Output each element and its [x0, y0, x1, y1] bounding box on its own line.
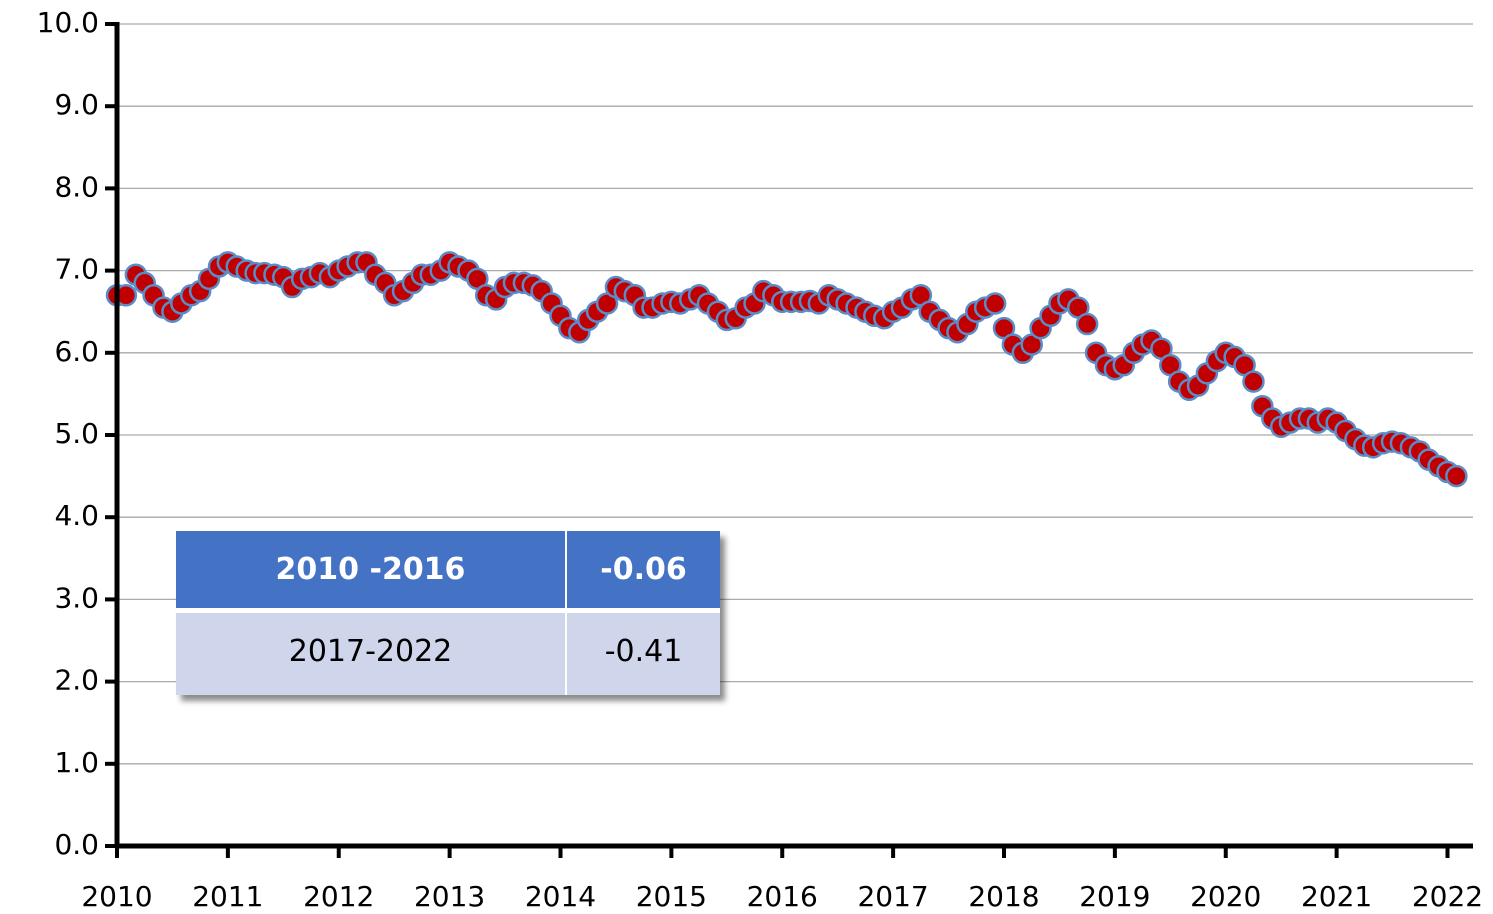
y-tick-label: 6.0	[54, 335, 99, 368]
x-tick-label: 2022	[1412, 880, 1483, 913]
data-point	[983, 292, 1007, 315]
table-cell	[567, 613, 720, 695]
table-text: -0.06	[600, 552, 686, 587]
x-tick-label: 2011	[192, 880, 263, 913]
y-tick-label: 10.0	[37, 6, 99, 39]
x-tick-label: 2018	[968, 880, 1039, 913]
data-point	[1242, 370, 1265, 393]
x-tick-label: 2014	[525, 880, 596, 913]
table-cell	[176, 613, 565, 695]
y-tick-label: 3.0	[54, 581, 99, 614]
data-point	[1445, 464, 1468, 488]
table-text: -0.41	[605, 634, 683, 669]
x-tick-label: 2017	[857, 880, 928, 913]
y-tick-label: 2.0	[54, 664, 99, 697]
table-text: 2017-2022	[289, 634, 453, 669]
y-tick-label: 5.0	[54, 417, 99, 450]
x-tick-label: 2012	[303, 880, 374, 913]
x-tick-label: 2010	[81, 880, 152, 913]
y-tick-label: 7.0	[54, 253, 99, 286]
x-tick-label: 2019	[1079, 880, 1150, 913]
y-tick-label: 9.0	[54, 88, 99, 121]
x-tick-label: 2013	[414, 880, 485, 913]
table-cell	[176, 531, 565, 608]
y-tick-label: 0.0	[54, 828, 99, 861]
y-tick-label: 1.0	[54, 746, 99, 779]
x-tick-label: 2020	[1190, 880, 1261, 913]
table-cell	[567, 531, 720, 608]
y-tick-label: 4.0	[54, 499, 99, 532]
x-tick-label: 2016	[747, 880, 818, 913]
data-point	[1075, 312, 1099, 336]
x-tick-label: 2021	[1301, 880, 1372, 913]
x-tick-label: 2015	[636, 880, 707, 913]
y-tick-label: 8.0	[54, 170, 99, 203]
table-text: 2010 -2016	[276, 552, 466, 587]
